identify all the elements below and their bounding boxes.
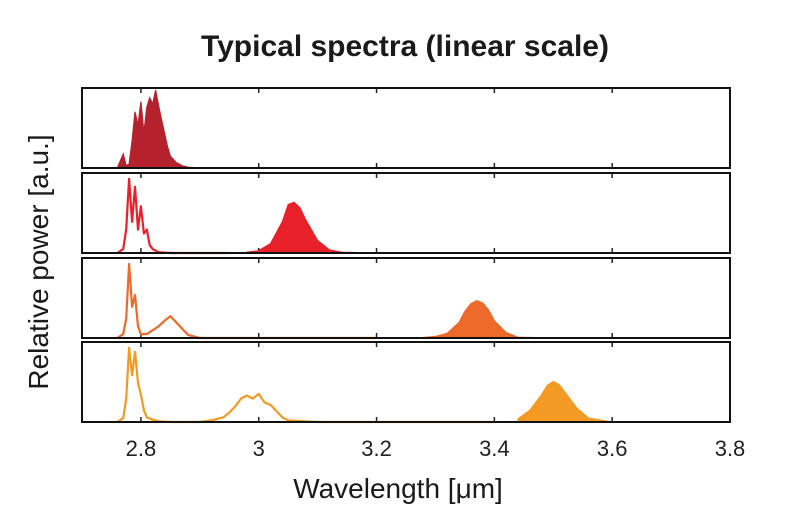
x-tick-label-2: 3	[253, 436, 265, 461]
spectrum-4-line	[116, 346, 495, 424]
x-tick-label-5: 3.6	[597, 436, 628, 461]
x-tick-label-3: 3.2	[361, 436, 392, 461]
spectrum-3-filled-peak	[417, 299, 554, 339]
panel-1	[81, 87, 731, 169]
chart-title: Typical spectra (linear scale)	[201, 30, 609, 63]
x-axis-label: Wavelength [μm]	[293, 473, 503, 504]
panel-2-frame	[81, 172, 731, 254]
panel-1-frame	[81, 87, 731, 169]
panel-2	[81, 172, 731, 255]
spectrum-2-line	[116, 177, 230, 255]
x-tick-label-4: 3.4	[479, 436, 510, 461]
spectrum-4-filled-peak	[517, 380, 613, 423]
panel-3-frame	[81, 257, 731, 339]
x-tick-labels: 2.8 3 3.2 3.4 3.6 3.8	[126, 436, 746, 461]
panels-group	[81, 87, 731, 424]
y-axis-label: Relative power [a.u.]	[23, 134, 54, 389]
x-tick-label-1: 2.8	[126, 436, 157, 461]
spectrum-3-line	[116, 262, 377, 340]
spectrum-2-filled-peak	[246, 201, 436, 254]
panel-4-frame	[81, 341, 731, 423]
panel-4	[81, 341, 731, 424]
panel-3	[81, 257, 731, 340]
spectrum-1-filled-peak	[116, 89, 200, 169]
x-tick-label-6: 3.8	[715, 436, 746, 461]
